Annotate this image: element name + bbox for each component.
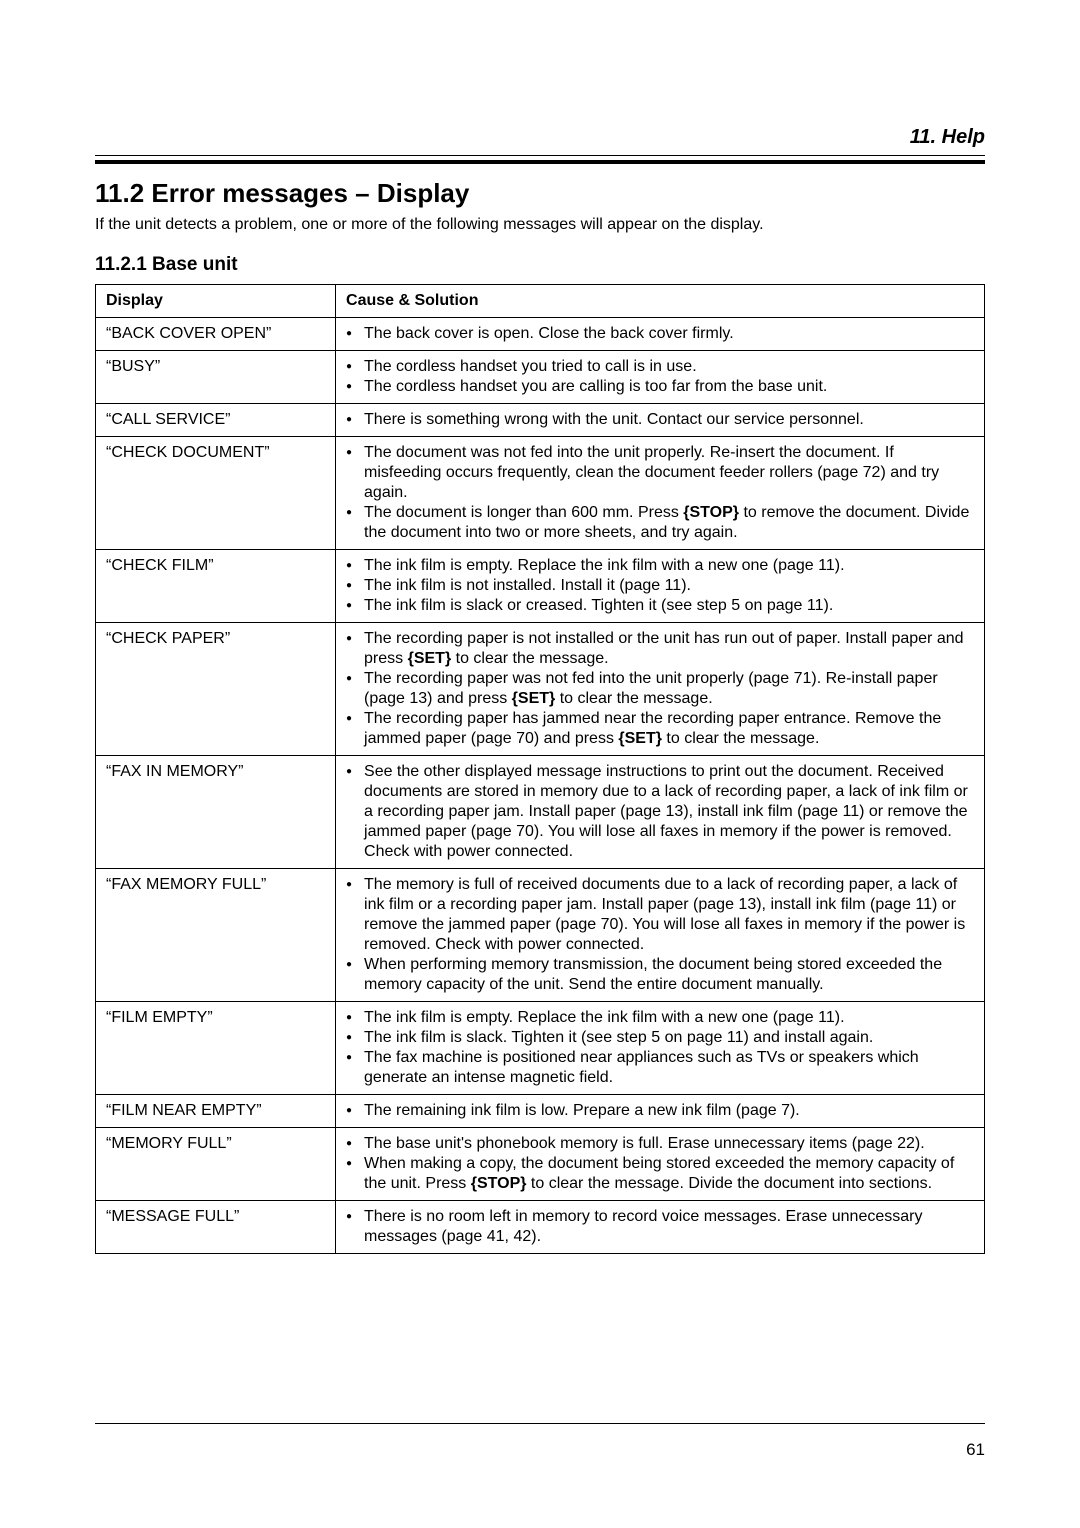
cause-item: The ink film is empty. Replace the ink f…	[346, 556, 974, 576]
key-label: {SET}	[512, 690, 556, 707]
cause-cell: The remaining ink film is low. Prepare a…	[336, 1094, 985, 1127]
cause-item: There is something wrong with the unit. …	[346, 410, 974, 430]
cause-cell: There is no room left in memory to recor…	[336, 1200, 985, 1253]
cause-item: The cordless handset you tried to call i…	[346, 357, 974, 377]
display-cell: “MEMORY FULL”	[96, 1127, 336, 1200]
cause-item: The memory is full of received documents…	[346, 875, 974, 955]
key-label: {SET}	[618, 730, 662, 747]
display-cell: “BUSY”	[96, 350, 336, 403]
display-cell: “CALL SERVICE”	[96, 403, 336, 436]
cause-item: The recording paper has jammed near the …	[346, 709, 974, 749]
cause-cell: The base unit's phonebook memory is full…	[336, 1127, 985, 1200]
table-row: “FAX IN MEMORY”See the other displayed m…	[96, 755, 985, 868]
table-row: “CHECK FILM” The ink film is empty. Repla…	[96, 549, 985, 622]
cause-list: The recording paper is not installed or …	[346, 629, 974, 749]
table-row: “CHECK DOCUMENT”The document was not fed…	[96, 436, 985, 549]
cause-list: The remaining ink film is low. Prepare a…	[346, 1101, 974, 1121]
page-number: 61	[95, 1440, 985, 1460]
table-row: “MEMORY FULL” The base unit's phonebook m…	[96, 1127, 985, 1200]
table-row: “CALL SERVICE” There is something wrong w…	[96, 403, 985, 436]
key-label: {STOP}	[471, 1175, 527, 1192]
header-thin-rule: 11. Help	[95, 126, 985, 156]
header-thick-rule	[95, 160, 985, 164]
column-header-cause: Cause & Solution	[336, 284, 985, 317]
display-cell: “CHECK FILM”	[96, 549, 336, 622]
key-label: {STOP}	[683, 504, 739, 521]
cause-cell: See the other displayed message instruct…	[336, 755, 985, 868]
cause-item: The back cover is open. Close the back c…	[346, 324, 974, 344]
display-cell: “CHECK DOCUMENT”	[96, 436, 336, 549]
display-cell: “FILM EMPTY”	[96, 1001, 336, 1094]
table-row: “CHECK PAPER”The recording paper is not …	[96, 622, 985, 755]
cause-item: The cordless handset you are calling is …	[346, 377, 974, 397]
cause-item: There is no room left in memory to recor…	[346, 1207, 974, 1247]
footer-rule	[95, 1423, 985, 1424]
display-cell: “CHECK PAPER”	[96, 622, 336, 755]
cause-list: The document was not fed into the unit p…	[346, 443, 974, 543]
table-header-row: Display Cause & Solution	[96, 284, 985, 317]
cause-item: The document is longer than 600 mm. Pres…	[346, 503, 974, 543]
cause-item: The remaining ink film is low. Prepare a…	[346, 1101, 974, 1121]
table-row: “BACK COVER OPEN” The back cover is open.…	[96, 317, 985, 350]
cause-cell: The document was not fed into the unit p…	[336, 436, 985, 549]
column-header-display: Display	[96, 284, 336, 317]
cause-list: The memory is full of received documents…	[346, 875, 974, 995]
table-row: “FAX MEMORY FULL”The memory is full of r…	[96, 868, 985, 1001]
subsection-title: 11.2.1 Base unit	[95, 254, 985, 276]
cause-list: The back cover is open. Close the back c…	[346, 324, 974, 344]
cause-cell: The ink film is empty. Replace the ink f…	[336, 1001, 985, 1094]
cause-cell: The recording paper is not installed or …	[336, 622, 985, 755]
display-cell: “FAX MEMORY FULL”	[96, 868, 336, 1001]
cause-cell: The memory is full of received documents…	[336, 868, 985, 1001]
cause-list: See the other displayed message instruct…	[346, 762, 974, 862]
cause-cell: The cordless handset you tried to call i…	[336, 350, 985, 403]
display-cell: “FAX IN MEMORY”	[96, 755, 336, 868]
cause-list: The cordless handset you tried to call i…	[346, 357, 974, 397]
cause-cell: The ink film is empty. Replace the ink f…	[336, 549, 985, 622]
section-title: 11.2 Error messages – Display	[95, 178, 985, 209]
display-cell: “MESSAGE FULL”	[96, 1200, 336, 1253]
cause-item: See the other displayed message instruct…	[346, 762, 974, 862]
cause-item: The document was not fed into the unit p…	[346, 443, 974, 503]
cause-item: The ink film is not installed. Install i…	[346, 576, 974, 596]
cause-list: The ink film is empty. Replace the ink f…	[346, 556, 974, 616]
cause-list: There is something wrong with the unit. …	[346, 410, 974, 430]
table-row: “MESSAGE FULL”There is no room left in m…	[96, 1200, 985, 1253]
table-row: “FILM NEAR EMPTY” The remaining ink film …	[96, 1094, 985, 1127]
cause-item: When performing memory transmission, the…	[346, 955, 974, 995]
display-cell: “BACK COVER OPEN”	[96, 317, 336, 350]
cause-list: The ink film is empty. Replace the ink f…	[346, 1008, 974, 1088]
cause-item: The recording paper is not installed or …	[346, 629, 974, 669]
error-messages-table: Display Cause & Solution “BACK COVER OPE…	[95, 284, 985, 1254]
cause-item: The fax machine is positioned near appli…	[346, 1048, 974, 1088]
document-page: 11. Help 11.2 Error messages – Display I…	[0, 0, 1080, 1528]
cause-list: There is no room left in memory to recor…	[346, 1207, 974, 1247]
key-label: {SET}	[408, 650, 452, 667]
table-row: “FILM EMPTY” The ink film is empty. Repla…	[96, 1001, 985, 1094]
table-row: “BUSY” The cordless handset you tried to …	[96, 350, 985, 403]
cause-item: The ink film is slack. Tighten it (see s…	[346, 1028, 974, 1048]
display-cell: “FILM NEAR EMPTY”	[96, 1094, 336, 1127]
chapter-title: 11. Help	[95, 126, 985, 155]
cause-item: The recording paper was not fed into the…	[346, 669, 974, 709]
section-intro: If the unit detects a problem, one or mo…	[95, 215, 985, 236]
cause-cell: The back cover is open. Close the back c…	[336, 317, 985, 350]
cause-item: The ink film is empty. Replace the ink f…	[346, 1008, 974, 1028]
page-footer: 61	[95, 1423, 985, 1460]
cause-item: The ink film is slack or creased. Tighte…	[346, 596, 974, 616]
cause-cell: There is something wrong with the unit. …	[336, 403, 985, 436]
cause-item: When making a copy, the document being s…	[346, 1154, 974, 1194]
cause-list: The base unit's phonebook memory is full…	[346, 1134, 974, 1194]
cause-item: The base unit's phonebook memory is full…	[346, 1134, 974, 1154]
